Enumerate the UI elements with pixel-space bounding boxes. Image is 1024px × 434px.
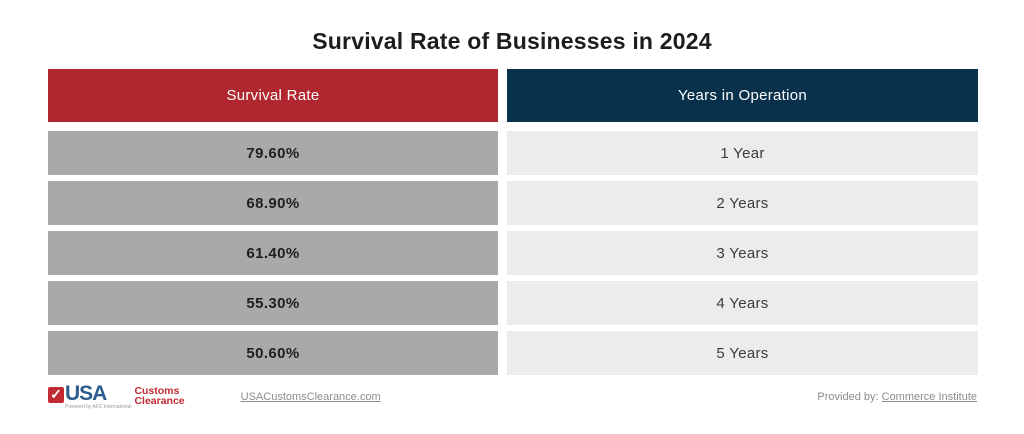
- commerce-institute-link[interactable]: Commerce Institute: [881, 391, 977, 403]
- survival-rate-cell: 79.60%: [48, 131, 498, 175]
- survival-rate-table: Survival Rate Years in Operation 79.60% …: [48, 69, 978, 381]
- table-row: 55.30% 4 Years: [48, 281, 978, 325]
- years-cell: 1 Year: [507, 131, 978, 175]
- logo-customs-text: Customs: [134, 384, 180, 397]
- usa-customs-clearance-logo: ✓ USA Powered by AFC International Custo…: [48, 381, 185, 410]
- survival-rate-cell: 55.30%: [48, 281, 498, 325]
- survival-rate-cell: 68.90%: [48, 181, 498, 225]
- logo-customs-clearance-block: Customs Clearance: [134, 384, 185, 407]
- checkmark-icon: ✓: [48, 386, 64, 403]
- years-cell: 5 Years: [507, 331, 978, 375]
- table-row: 68.90% 2 Years: [48, 181, 978, 225]
- provided-by: Provided by: Commerce Institute: [817, 391, 977, 403]
- years-cell: 3 Years: [507, 231, 978, 275]
- survival-rate-cell: 50.60%: [48, 331, 498, 375]
- column-header-survival-rate: Survival Rate: [48, 69, 498, 122]
- table-row: 79.60% 1 Year: [48, 131, 978, 175]
- years-cell: 2 Years: [507, 181, 978, 225]
- page-title: Survival Rate of Businesses in 2024: [312, 28, 712, 54]
- provided-by-label: Provided by:: [817, 391, 882, 403]
- table-row: 50.60% 5 Years: [48, 331, 978, 375]
- logo-powered-by-text: Powered by AFC International: [65, 403, 132, 410]
- usacustomsclearance-link[interactable]: USACustomsClearance.com: [240, 391, 381, 403]
- table-header-row: Survival Rate Years in Operation: [48, 69, 978, 122]
- logo-usa-block: USA Powered by AFC International: [65, 381, 132, 410]
- footer: ✓ USA Powered by AFC International Custo…: [48, 381, 977, 413]
- column-header-years-in-operation: Years in Operation: [507, 69, 978, 122]
- logo-usa-text: USA: [65, 381, 107, 405]
- years-cell: 4 Years: [507, 281, 978, 325]
- table-row: 61.40% 3 Years: [48, 231, 978, 275]
- survival-rate-cell: 61.40%: [48, 231, 498, 275]
- logo-clearance-text: Clearance: [134, 395, 185, 407]
